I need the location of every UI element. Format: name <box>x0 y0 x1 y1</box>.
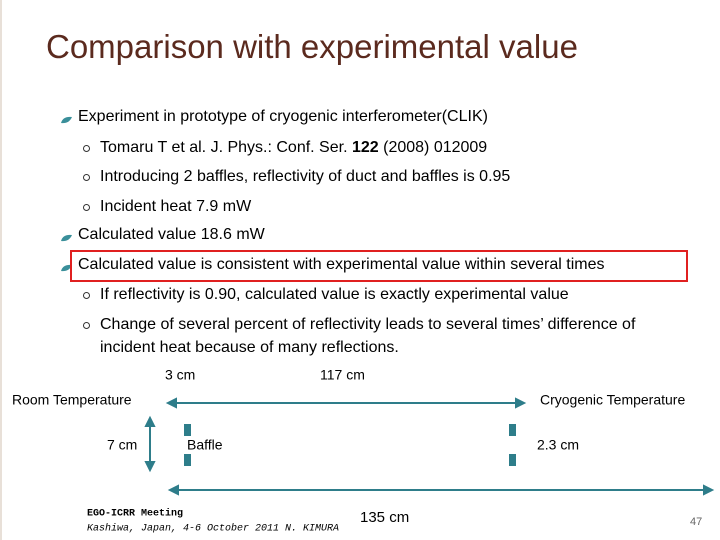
frame <box>0 0 2 540</box>
slide-title: Comparison with experimental value <box>46 28 578 65</box>
sub-bullet-text: Introducing 2 baffles, reflectivity of d… <box>100 165 660 188</box>
arrow-head <box>703 484 715 496</box>
baffle-top <box>509 424 516 436</box>
sub-bullet-text: Tomaru T et al. J. Phys.: Conf. Ser. 122… <box>100 136 660 159</box>
text-run: 122 <box>351 138 379 156</box>
arrow-head <box>515 397 527 409</box>
baffle-bottom <box>509 454 516 466</box>
length-label: 117 cm <box>320 367 365 383</box>
bullet-marker <box>60 230 73 242</box>
bullet-text: Experiment in prototype of cryogenic int… <box>78 108 488 125</box>
text-run: If reflectivity is 0.90, calculated valu… <box>100 286 569 303</box>
gap-label: 3 cm <box>165 367 195 383</box>
bullet-icon <box>61 116 72 124</box>
text-run: Tomaru T et al. J. Phys.: Conf. Ser. <box>100 138 352 156</box>
highlight-box <box>70 250 688 282</box>
room-label: Room Temperature <box>12 392 132 408</box>
footer-meeting: EGO-ICRR Meeting <box>87 508 183 520</box>
sub-bullet-marker <box>83 144 90 152</box>
sub-bullet-text: Incident heat 7.9 mW <box>100 195 660 218</box>
arrow-head <box>167 484 179 496</box>
bullet-text: Calculated value 18.6 mW <box>78 226 265 243</box>
total-label: 135 cm <box>360 509 409 526</box>
arrow-head <box>144 415 156 427</box>
bullet-icon <box>61 234 72 242</box>
sub-bullet-marker <box>83 174 90 181</box>
text-run: Change of several percent of reflectivit… <box>100 315 640 356</box>
sub-bullet-marker <box>83 321 90 329</box>
baffle-top <box>184 424 191 436</box>
arrow-head <box>165 397 177 409</box>
sub-bullet-text: Change of several percent of reflectivit… <box>100 313 660 359</box>
bullet-icon <box>61 264 72 271</box>
sub-bullet-marker <box>83 292 90 299</box>
height-label: 7 cm <box>107 437 137 453</box>
baffle-bottom <box>184 454 191 466</box>
cryo-label: Cryogenic Temperature <box>540 392 685 408</box>
text-run: Introducing 2 baffles, reflectivity of d… <box>100 168 511 185</box>
footer-place: Kashiwa, Japan, 4-6 October 2011 N. KIMU… <box>87 523 339 535</box>
bullet-marker <box>60 260 73 271</box>
text-run: (2008) 012009 <box>378 138 488 156</box>
baffle-gap-label: 2.3 cm <box>537 437 579 453</box>
sub-bullet-marker <box>83 203 90 211</box>
bullet-marker <box>60 112 73 124</box>
baffle-label: Baffle <box>187 437 223 453</box>
arrow-head <box>144 461 156 473</box>
text-run: Incident heat 7.9 mW <box>100 197 252 215</box>
page-number: 47 <box>690 516 702 528</box>
bullet-text: Calculated value is consistent with expe… <box>78 255 605 273</box>
sub-bullet-text: If reflectivity is 0.90, calculated valu… <box>100 283 660 306</box>
